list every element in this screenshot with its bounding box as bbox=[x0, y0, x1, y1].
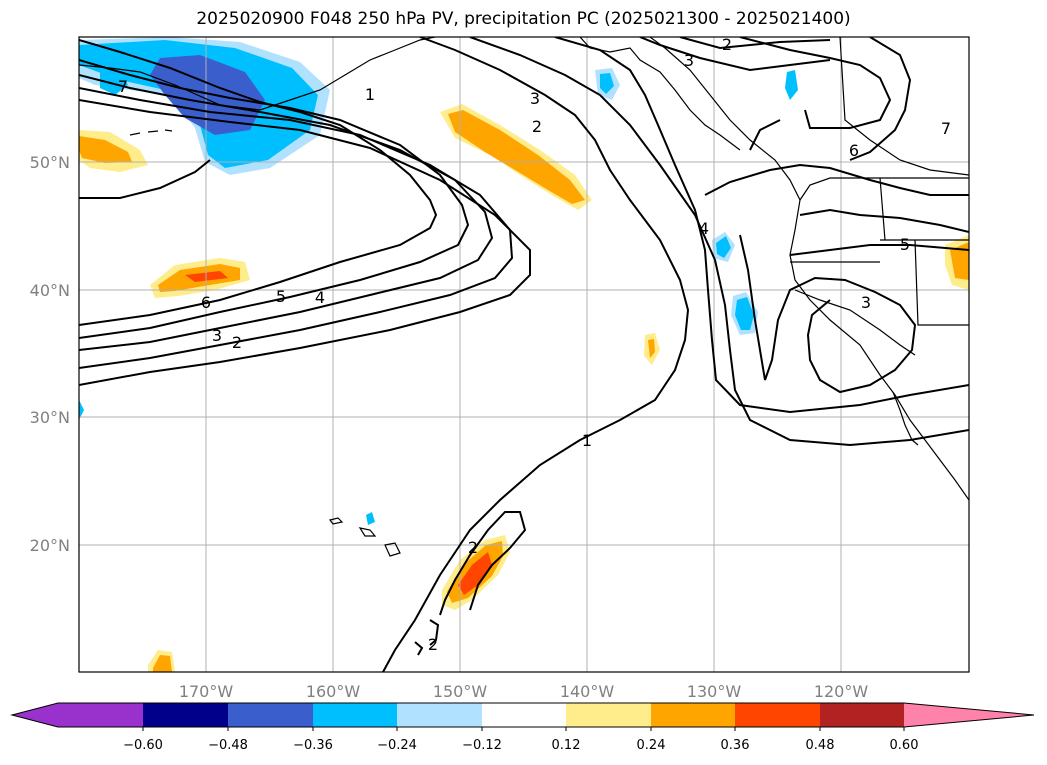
latitude-labels: 50°N 40°N 30°N 20°N bbox=[30, 153, 70, 555]
contour-label: 1 bbox=[582, 431, 592, 450]
colorbar-bin bbox=[820, 703, 904, 727]
colorbar-bin bbox=[228, 703, 313, 727]
contour-label: 5 bbox=[276, 287, 286, 306]
contour-label: 2 bbox=[532, 117, 542, 136]
lat-label: 20°N bbox=[30, 536, 70, 555]
contour-label: 4 bbox=[699, 219, 709, 238]
colorbar-tick-label: 0.24 bbox=[637, 738, 666, 753]
contour-label: 4 bbox=[315, 288, 325, 307]
colorbar-tick-label: −0.60 bbox=[123, 738, 163, 753]
contour-label: 3 bbox=[684, 51, 694, 70]
colorbar-extend-high bbox=[904, 703, 1034, 727]
colorbar-bin bbox=[143, 703, 228, 727]
lon-label: 170°W bbox=[179, 682, 234, 701]
colorbar: −0.60 −0.48 −0.36 −0.24 −0.12 0.12 0.24 … bbox=[10, 702, 1035, 753]
colorbar-bin bbox=[482, 703, 566, 727]
lon-label: 120°W bbox=[814, 682, 869, 701]
colorbar-bin bbox=[651, 703, 735, 727]
colorbar-tick-label: −0.24 bbox=[377, 738, 417, 753]
contour-label: 2 bbox=[468, 538, 478, 557]
lon-label: 130°W bbox=[687, 682, 742, 701]
colorbar-bin bbox=[313, 703, 397, 727]
lon-label: 140°W bbox=[560, 682, 615, 701]
plot-frame bbox=[78, 36, 970, 673]
precip-positive-shading bbox=[79, 104, 969, 672]
pv-contours bbox=[79, 37, 969, 672]
lat-label: 50°N bbox=[30, 153, 70, 172]
colorbar-tick-label: −0.12 bbox=[462, 738, 502, 753]
colorbar-tick-label: 0.12 bbox=[552, 738, 581, 753]
colorbar-bin bbox=[58, 703, 143, 727]
contour-label: 2 bbox=[722, 35, 732, 54]
colorbar-outline bbox=[10, 702, 1035, 728]
colorbar-tick-label: 0.36 bbox=[721, 738, 750, 753]
contour-label: 7 bbox=[941, 119, 951, 138]
colorbar-bin bbox=[566, 703, 651, 727]
colorbar-tick-label: 0.60 bbox=[890, 738, 919, 753]
lat-label: 40°N bbox=[30, 281, 70, 300]
longitude-labels: 170°W 160°W 150°W 140°W 130°W 120°W bbox=[179, 682, 869, 701]
contour-label: 3 bbox=[861, 293, 871, 312]
colorbar-bin bbox=[735, 703, 820, 727]
contour-label: 3 bbox=[530, 89, 540, 108]
colorbar-bin bbox=[397, 703, 482, 727]
contour-label: 6 bbox=[849, 141, 859, 160]
colorbar-tick-label: 0.48 bbox=[806, 738, 835, 753]
gridlines bbox=[79, 37, 969, 672]
coastlines bbox=[79, 37, 969, 557]
lat-label: 30°N bbox=[30, 408, 70, 427]
contour-label: 2 bbox=[428, 635, 438, 654]
contour-label: 7 bbox=[118, 77, 128, 96]
lon-label: 150°W bbox=[433, 682, 488, 701]
contour-label: 2 bbox=[232, 333, 242, 352]
colorbar-tick-label: −0.48 bbox=[208, 738, 248, 753]
lon-label: 160°W bbox=[306, 682, 361, 701]
map-title: 2025020900 F048 250 hPa PV, precipitatio… bbox=[196, 9, 851, 29]
contour-labels: 7 1 3 2 2 3 4 6 7 5 3 6 5 4 3 2 1 2 2 bbox=[118, 35, 951, 654]
contour-label: 3 bbox=[212, 326, 222, 345]
colorbar-tick-label: −0.36 bbox=[293, 738, 333, 753]
contour-label: 1 bbox=[365, 85, 375, 104]
colorbar-extend-low bbox=[12, 703, 58, 727]
contour-label: 6 bbox=[201, 293, 211, 312]
contour-label: 5 bbox=[900, 235, 910, 254]
